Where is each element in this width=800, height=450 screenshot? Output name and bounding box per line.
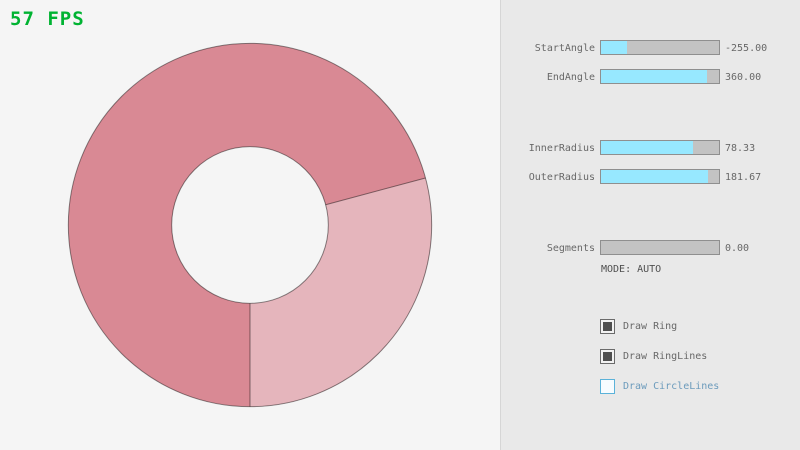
inner-radius-value: 78.33 — [725, 143, 756, 154]
ring-start-angle-line — [325, 177, 426, 206]
outer-radius-row: OuterRadius 181.67 — [501, 169, 800, 185]
controls-panel: StartAngle -255.00 EndAngle 360.00 Inner… — [500, 0, 800, 450]
end-angle-slider-fill — [601, 70, 708, 83]
outer-radius-slider[interactable] — [600, 169, 720, 184]
draw-circlelines-label: Draw CircleLines — [623, 380, 720, 392]
segments-slider[interactable] — [600, 240, 720, 255]
segments-row: Segments 0.00 — [501, 240, 800, 256]
ring-inner-hole — [171, 146, 329, 304]
drawing-area: 57 FPS — [10, 8, 433, 408]
start-angle-row: StartAngle -255.00 — [501, 40, 800, 56]
end-angle-value: 360.00 — [725, 72, 762, 83]
draw-ring-checkbox[interactable] — [600, 318, 615, 334]
inner-radius-slider[interactable] — [600, 140, 720, 155]
start-angle-value: -255.00 — [725, 43, 768, 54]
ring-inner-outline — [171, 146, 329, 304]
end-angle-row: EndAngle 360.00 — [501, 69, 800, 85]
draw-ringlines-label: Draw RingLines — [623, 350, 708, 362]
inner-radius-slider-fill — [601, 141, 694, 154]
outer-radius-slider-fill — [601, 170, 709, 183]
segments-mode-text: MODE: AUTO — [601, 264, 662, 275]
draw-circlelines-checkbox[interactable] — [600, 378, 615, 394]
outer-radius-label: OuterRadius — [528, 172, 595, 183]
inner-radius-row: InnerRadius 78.33 — [501, 140, 800, 156]
draw-ring-label: Draw Ring — [623, 320, 678, 332]
segments-value: 0.00 — [725, 243, 750, 254]
draw-circlelines-row: Draw CircleLines — [600, 378, 719, 394]
start-angle-slider-fill — [601, 41, 627, 54]
ring-drawing — [67, 42, 433, 408]
segments-label: Segments — [546, 243, 595, 254]
start-angle-slider[interactable] — [600, 40, 720, 55]
fps-counter: 57 FPS — [10, 8, 85, 30]
ring-outer-outline — [67, 42, 433, 408]
outer-radius-value: 181.67 — [725, 172, 762, 183]
start-angle-label: StartAngle — [534, 43, 595, 54]
draw-ringlines-row: Draw RingLines — [600, 348, 707, 364]
end-angle-slider[interactable] — [600, 69, 720, 84]
draw-ring-row: Draw Ring — [600, 318, 677, 334]
inner-radius-label: InnerRadius — [528, 143, 595, 154]
end-angle-label: EndAngle — [546, 72, 595, 83]
draw-ringlines-checkbox[interactable] — [600, 348, 615, 364]
